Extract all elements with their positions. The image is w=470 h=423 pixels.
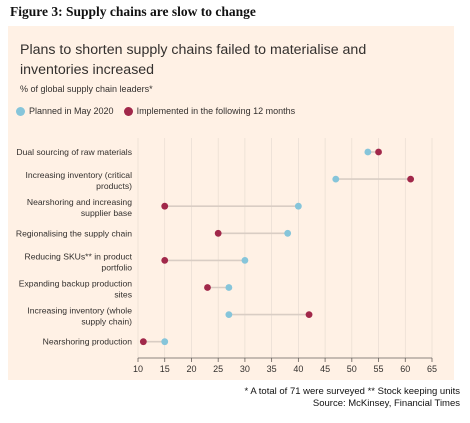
category-label-line: products) bbox=[96, 181, 132, 191]
category-label-line: Expanding backup production bbox=[19, 279, 132, 289]
x-tick-label-25: 25 bbox=[213, 364, 223, 374]
legend-label-planned: Planned in May 2020 bbox=[29, 106, 114, 116]
category-label-2: Nearshoring and increasing supplier base bbox=[27, 197, 132, 218]
point-planned-5 bbox=[225, 284, 233, 291]
point-planned-1 bbox=[332, 175, 340, 183]
point-planned-6 bbox=[225, 311, 233, 318]
point-implemented-3 bbox=[214, 229, 222, 237]
x-tick-label-65: 65 bbox=[427, 364, 437, 374]
source-note: Source: McKinsey, Financial Times bbox=[312, 398, 460, 409]
category-label-1: Increasing inventory (critical products) bbox=[25, 170, 132, 191]
point-planned-2 bbox=[294, 202, 302, 210]
category-label-line: Nearshoring and increasing bbox=[27, 197, 132, 207]
category-label-line: portfolio bbox=[101, 262, 132, 272]
category-label-line: sites bbox=[114, 290, 132, 300]
x-tick-label-50: 50 bbox=[347, 364, 357, 374]
chart-subtitle: % of global supply chain leaders* bbox=[20, 84, 153, 94]
category-label-line: Regionalising the supply chain bbox=[16, 228, 132, 238]
x-tick-label-55: 55 bbox=[374, 364, 384, 374]
category-label-7: Nearshoring production bbox=[43, 337, 133, 347]
legend-item-planned: Planned in May 2020 bbox=[16, 106, 114, 116]
legend-marker-planned bbox=[16, 106, 25, 116]
point-implemented-2 bbox=[161, 202, 169, 210]
point-planned-3 bbox=[284, 229, 292, 237]
chart-title: Plans to shorten supply chains failed to… bbox=[20, 42, 367, 78]
chart-panel: Plans to shorten supply chains failed to… bbox=[8, 26, 454, 380]
category-label-line: Reducing SKUs** in product bbox=[25, 251, 133, 261]
legend-item-implemented: Implemented in the following 12 months bbox=[123, 106, 296, 116]
category-label-line: Increasing inventory (whole bbox=[27, 306, 132, 316]
point-planned-0 bbox=[364, 148, 372, 156]
legend-label-implemented: Implemented in the following 12 months bbox=[136, 106, 296, 116]
figure-title: Figure 3: Supply chains are slow to chan… bbox=[10, 4, 256, 19]
category-label-line: Nearshoring production bbox=[43, 337, 133, 347]
category-label-4: Reducing SKUs** in product portfolio bbox=[25, 251, 133, 272]
category-label-5: Expanding backup production sites bbox=[19, 279, 132, 300]
x-tick-label-40: 40 bbox=[293, 364, 303, 374]
footnote: * A total of 71 were surveyed ** Stock k… bbox=[244, 386, 460, 397]
category-label-line: Dual sourcing of raw materials bbox=[16, 147, 132, 157]
x-tick-label-45: 45 bbox=[320, 364, 330, 374]
category-label-line: supply chain) bbox=[81, 317, 132, 327]
point-implemented-4 bbox=[161, 257, 169, 264]
footnote-block: * A total of 71 were surveyed ** Stock k… bbox=[245, 386, 460, 410]
legend-marker-implemented bbox=[123, 106, 133, 116]
x-tick-label-60: 60 bbox=[400, 364, 410, 374]
point-implemented-6 bbox=[305, 311, 313, 318]
point-implemented-0 bbox=[375, 148, 382, 156]
category-label-line: supplier base bbox=[81, 208, 132, 218]
x-tick-label-35: 35 bbox=[267, 364, 277, 374]
point-implemented-7 bbox=[139, 338, 147, 346]
point-implemented-1 bbox=[407, 175, 415, 183]
category-label-3: Regionalising the supply chain bbox=[16, 228, 132, 238]
point-planned-7 bbox=[161, 338, 169, 346]
dumbbell-chart: 10 15 20 25 30 35 40 45 50 55 60 65 Dual sourcing of… bbox=[16, 138, 437, 374]
x-tick-label-15: 15 bbox=[160, 364, 170, 374]
legend: Planned in May 2020 Implemented in the f… bbox=[16, 106, 305, 116]
point-implemented-5 bbox=[204, 284, 211, 291]
category-label-line: Increasing inventory (critical bbox=[25, 170, 132, 180]
point-planned-4 bbox=[241, 257, 249, 264]
x-tick-label-30: 30 bbox=[240, 364, 250, 374]
x-tick-label-20: 20 bbox=[186, 364, 196, 374]
category-label-6: Increasing inventory (whole supply chain) bbox=[27, 306, 132, 327]
category-label-0: Dual sourcing of raw materials bbox=[16, 147, 132, 157]
x-tick-label-10: 10 bbox=[133, 364, 143, 374]
